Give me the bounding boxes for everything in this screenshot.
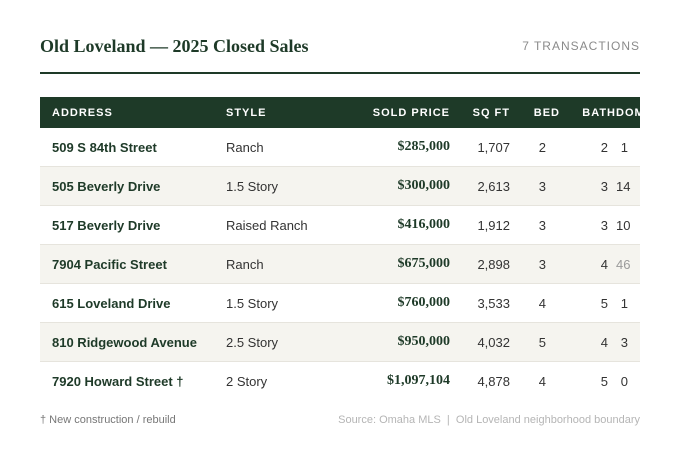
bed-cell: 5 [510, 322, 560, 362]
style-cell: 1.5 Story [226, 283, 330, 323]
price-cell: $285,000 [330, 128, 450, 167]
sales-table: ADDRESS STYLE SOLD PRICE SQ FT BED BATH … [40, 97, 644, 401]
page-title: Old Loveland — 2025 Closed Sales [40, 36, 309, 56]
dom-cell: 10 [616, 205, 640, 245]
table-row: 509 S 84th Street Ranch $285,000 1,707 2… [40, 128, 640, 167]
style-cell: Raised Ranch [226, 205, 330, 245]
style-cell: Ranch [226, 244, 330, 284]
style-cell: Ranch [226, 128, 330, 167]
dom-cell: 3 [616, 322, 640, 362]
table-row: 7920 Howard Street † 2 Story $1,097,104 … [40, 362, 640, 401]
source-note: Source: Omaha MLS | Old Loveland neighbo… [338, 414, 640, 426]
price-cell: $300,000 [330, 166, 450, 206]
sqft-cell: 1,912 [450, 205, 510, 245]
bath-cell: 3 [560, 205, 616, 245]
dom-cell: 0 [620, 373, 628, 389]
dom-cell: 1 [616, 283, 640, 323]
address-cell: 505 Beverly Drive [40, 166, 226, 206]
bath-cell: 5 [600, 373, 608, 389]
table-row: 7904 Pacific Street Ranch $675,000 2,898… [40, 244, 640, 284]
style-cell: 1.5 Story [226, 166, 330, 206]
sqft-cell: 4,032 [450, 322, 510, 362]
table-row: 517 Beverly Drive Raised Ranch $416,000 … [40, 205, 640, 245]
dom-cell: 46 [616, 244, 640, 284]
transaction-count: 7 TRANSACTIONS [522, 39, 640, 53]
bed-cell: 3 [510, 166, 560, 206]
bath-cell: 4 [560, 322, 616, 362]
price-cell: $760,000 [330, 283, 450, 323]
sqft-cell: 1,707 [450, 128, 510, 167]
sqft-cell: 2,613 [450, 166, 510, 206]
column-header-bath: BATH [560, 97, 616, 128]
dom-cell: 1 [616, 128, 640, 167]
table-row: 615 Loveland Drive 1.5 Story $760,000 3,… [40, 283, 640, 323]
column-header-dom: DOM [616, 97, 644, 128]
column-header-style: STYLE [226, 97, 330, 128]
sqft-cell: 2,898 [450, 244, 510, 284]
address-cell: 810 Ridgewood Avenue [40, 322, 226, 362]
bath-cell: 2 [560, 128, 616, 167]
sqft-cell: 3,533 [450, 283, 510, 323]
address-cell: 509 S 84th Street [40, 128, 226, 167]
bath-cell: 3 [560, 166, 616, 206]
column-header-sold-price: SOLD PRICE [330, 97, 450, 128]
table-row: 810 Ridgewood Avenue 2.5 Story $950,000 … [40, 322, 640, 362]
table-row: 505 Beverly Drive 1.5 Story $300,000 2,6… [40, 166, 640, 206]
bed-cell: 4 [510, 283, 560, 323]
price-cell: $1,097,104 [387, 373, 450, 388]
address-cell: 7904 Pacific Street [40, 244, 226, 284]
price-cell: $950,000 [330, 322, 450, 362]
bed-cell: 2 [510, 128, 560, 167]
address-cell: 615 Loveland Drive [40, 283, 226, 323]
bed-cell: 3 [510, 244, 560, 284]
column-header-sq-ft: SQ FT [450, 97, 510, 128]
price-cell: $416,000 [330, 205, 450, 245]
style-cell: 2.5 Story [226, 322, 330, 362]
table-header-row: ADDRESS STYLE SOLD PRICE SQ FT BED BATH … [40, 97, 644, 128]
column-header-address: ADDRESS [40, 97, 226, 128]
report-header: Old Loveland — 2025 Closed Sales 7 TRANS… [40, 34, 640, 74]
bed-cell: 4 [538, 373, 546, 389]
style-cell: 2 Story [226, 373, 268, 389]
dom-cell: 14 [616, 166, 640, 206]
address-cell: 7920 Howard Street † [52, 373, 184, 389]
bath-cell: 5 [560, 283, 616, 323]
sqft-cell: 4,878 [477, 373, 510, 389]
price-cell: $675,000 [330, 244, 450, 284]
column-header-bed: BED [510, 97, 560, 128]
footnote: † New construction / rebuild [40, 414, 176, 426]
bed-cell: 3 [510, 205, 560, 245]
bath-cell: 4 [560, 244, 616, 284]
address-cell: 517 Beverly Drive [40, 205, 226, 245]
